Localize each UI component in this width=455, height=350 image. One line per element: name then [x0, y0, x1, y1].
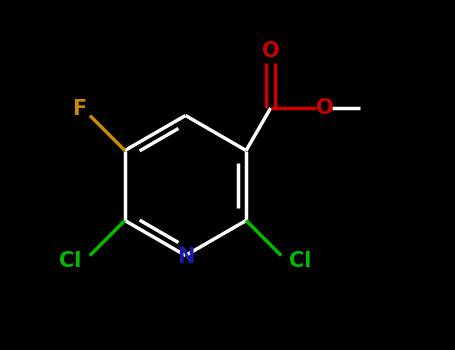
- Text: O: O: [316, 98, 334, 118]
- Text: N: N: [177, 247, 194, 267]
- Text: Cl: Cl: [60, 251, 82, 271]
- Text: Cl: Cl: [289, 251, 312, 271]
- Text: F: F: [72, 98, 86, 119]
- Text: O: O: [262, 41, 279, 61]
